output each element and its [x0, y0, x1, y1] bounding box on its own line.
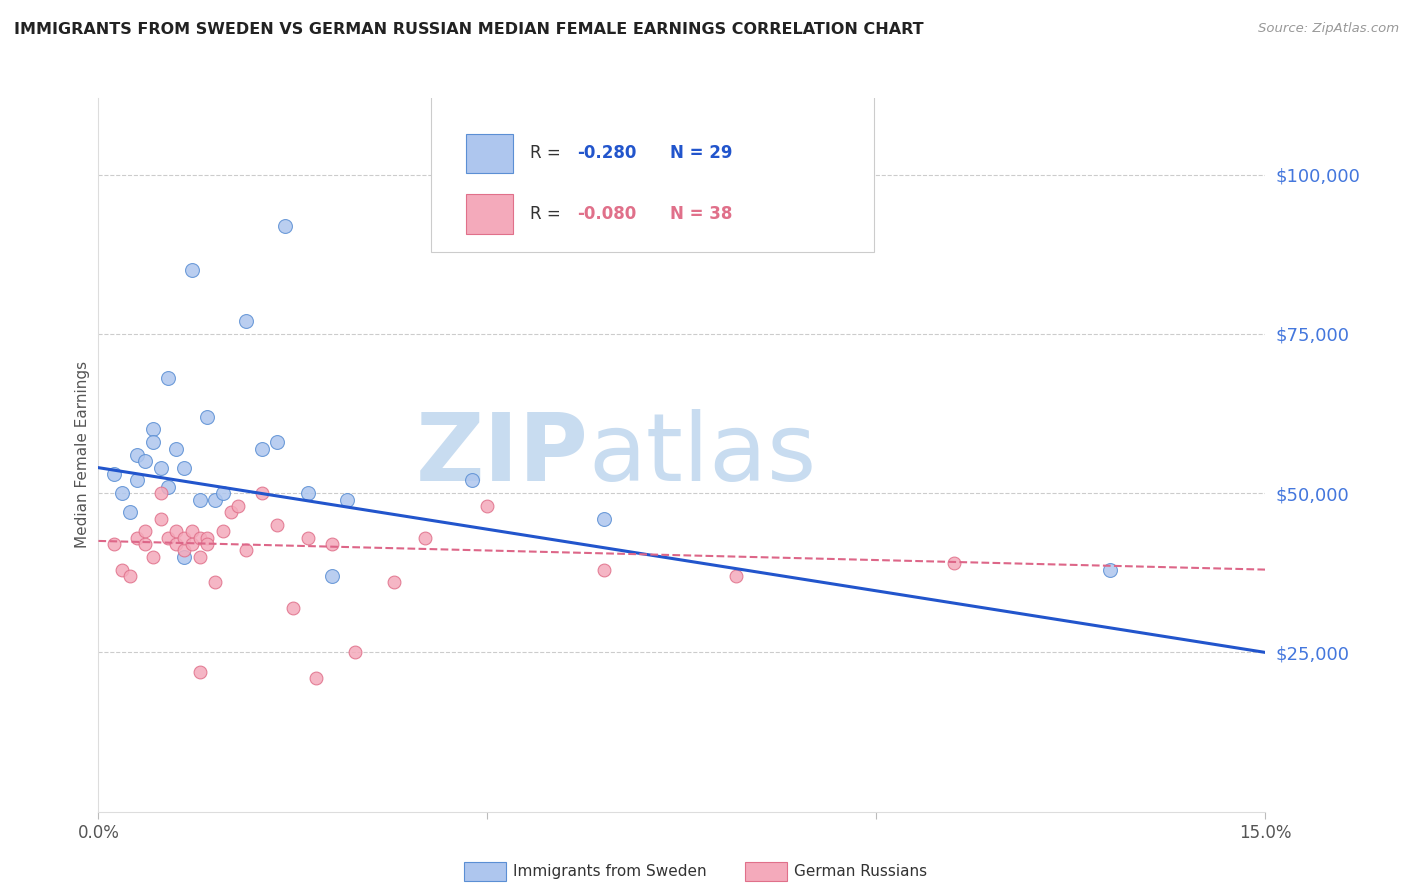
Point	[142, 435, 165, 450]
Point	[134, 537, 156, 551]
Point	[127, 531, 149, 545]
Point	[118, 505, 141, 519]
Point	[149, 460, 172, 475]
Point	[266, 435, 288, 450]
Point	[1098, 563, 1121, 577]
Point	[103, 467, 125, 481]
Text: -0.080: -0.080	[576, 205, 636, 223]
Text: IMMIGRANTS FROM SWEDEN VS GERMAN RUSSIAN MEDIAN FEMALE EARNINGS CORRELATION CHAR: IMMIGRANTS FROM SWEDEN VS GERMAN RUSSIAN…	[14, 22, 924, 37]
Point	[157, 480, 180, 494]
Point	[173, 531, 195, 545]
Point	[228, 499, 250, 513]
Point	[188, 531, 211, 545]
Point	[180, 524, 202, 539]
Point	[142, 549, 165, 564]
Point	[188, 665, 211, 679]
Point	[250, 486, 273, 500]
Point	[321, 569, 343, 583]
Point	[118, 569, 141, 583]
Point	[173, 460, 195, 475]
Point	[212, 524, 235, 539]
Point	[127, 474, 149, 488]
Point	[204, 492, 226, 507]
Point	[297, 486, 319, 500]
Point	[593, 511, 616, 525]
Point	[188, 549, 211, 564]
Point	[111, 486, 134, 500]
Point	[336, 492, 359, 507]
Point	[477, 499, 499, 513]
Text: Immigrants from Sweden: Immigrants from Sweden	[513, 864, 707, 879]
Point	[725, 569, 748, 583]
Bar	[465, 194, 513, 234]
Point	[344, 645, 367, 659]
Point	[382, 575, 405, 590]
Point	[305, 671, 328, 685]
Text: German Russians: German Russians	[794, 864, 928, 879]
FancyBboxPatch shape	[432, 95, 875, 252]
Text: atlas: atlas	[589, 409, 817, 501]
Point	[134, 454, 156, 468]
Text: R =: R =	[530, 205, 567, 223]
Point	[281, 600, 304, 615]
Point	[180, 537, 202, 551]
Point	[235, 543, 257, 558]
Point	[173, 549, 195, 564]
Point	[173, 543, 195, 558]
Point	[157, 531, 180, 545]
Point	[266, 518, 288, 533]
Point	[134, 524, 156, 539]
Point	[188, 492, 211, 507]
Point	[321, 537, 343, 551]
Point	[274, 219, 297, 233]
Point	[195, 531, 218, 545]
Point	[165, 537, 187, 551]
Point	[204, 575, 226, 590]
Point	[212, 486, 235, 500]
Text: ZIP: ZIP	[416, 409, 589, 501]
Point	[195, 537, 218, 551]
Point	[219, 505, 242, 519]
Point	[149, 486, 172, 500]
Point	[195, 409, 218, 424]
Text: -0.280: -0.280	[576, 145, 637, 162]
Text: R =: R =	[530, 145, 567, 162]
Text: Source: ZipAtlas.com: Source: ZipAtlas.com	[1258, 22, 1399, 36]
Y-axis label: Median Female Earnings: Median Female Earnings	[75, 361, 90, 549]
Point	[103, 537, 125, 551]
Point	[111, 563, 134, 577]
Point	[165, 524, 187, 539]
Text: N = 29: N = 29	[671, 145, 733, 162]
Point	[165, 442, 187, 456]
Point	[157, 371, 180, 385]
Point	[180, 263, 202, 277]
Point	[461, 474, 484, 488]
Point	[149, 511, 172, 525]
Text: N = 38: N = 38	[671, 205, 733, 223]
Point	[943, 556, 966, 570]
Point	[593, 563, 616, 577]
Point	[127, 448, 149, 462]
Point	[235, 314, 257, 328]
Point	[142, 422, 165, 436]
Point	[413, 531, 436, 545]
Bar	[465, 134, 513, 173]
Point	[250, 442, 273, 456]
Point	[297, 531, 319, 545]
